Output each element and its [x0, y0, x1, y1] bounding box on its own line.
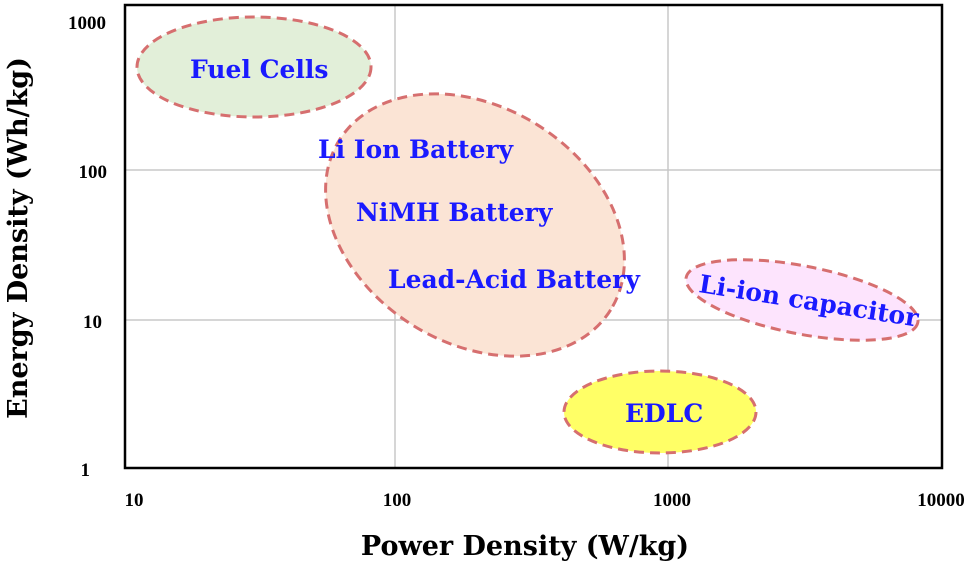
region-fuel-cells	[135, 15, 373, 119]
y-tick-label: 1000	[68, 13, 106, 34]
region-li-ion-capacitor	[684, 258, 920, 342]
region-batteries	[324, 92, 626, 358]
y-tick-label: 100	[79, 162, 108, 183]
x-tick-labels: 10 100 1000 10000	[125, 490, 965, 511]
x-tick-label: 1000	[653, 490, 691, 511]
y-tick-label: 10	[83, 312, 102, 333]
label-edlc: EDLC	[625, 399, 703, 428]
y-tick-label: 1	[81, 460, 91, 481]
x-tick-label: 10	[125, 490, 144, 511]
label-fuel-cells: Fuel Cells	[190, 55, 328, 84]
label-nimh-battery: NiMH Battery	[356, 198, 554, 227]
y-axis-title: Energy Density (Wh/kg)	[3, 57, 34, 419]
plot-area-border	[123, 3, 944, 470]
label-li-ion-battery: Li Ion Battery	[318, 135, 515, 164]
x-tick-label: 100	[383, 490, 412, 511]
region-edlc	[562, 369, 758, 455]
label-lead-acid-battery: Lead-Acid Battery	[388, 265, 641, 294]
x-axis-title: Power Density (W/kg)	[361, 531, 689, 562]
x-tick-label: 10000	[917, 490, 965, 511]
y-tick-labels: 1 10 100 1000	[68, 13, 107, 481]
regions	[135, 15, 920, 455]
